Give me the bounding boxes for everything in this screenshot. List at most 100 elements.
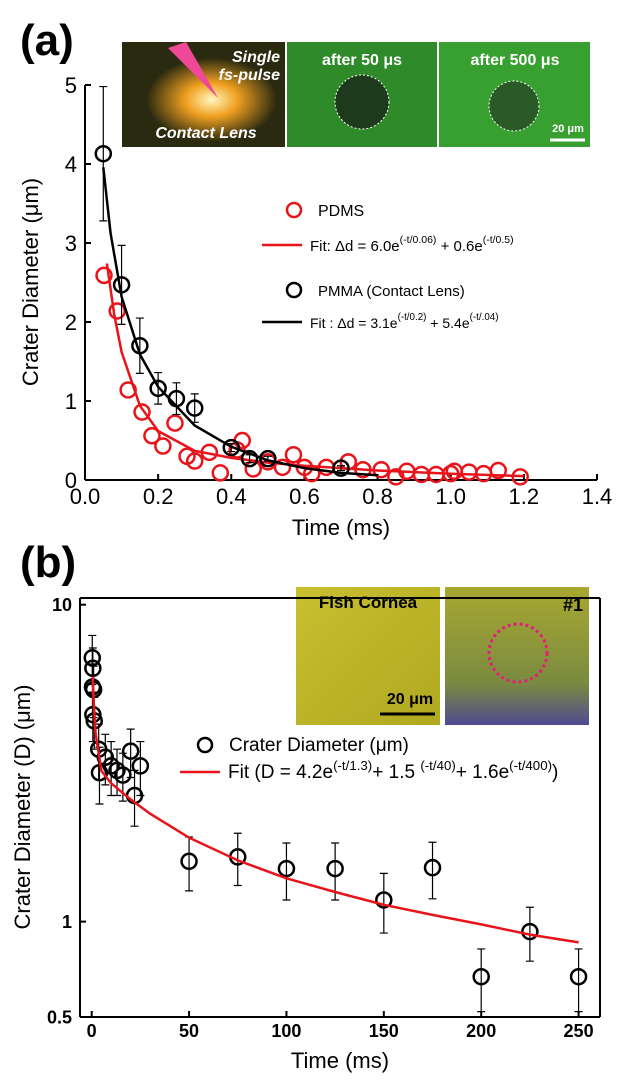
legend-label: Crater Diameter (μm) — [229, 735, 409, 756]
legend-text: + 1.6e — [456, 762, 509, 783]
legend-text: PDMS — [318, 203, 364, 220]
x-tick-label: 0.2 — [143, 484, 174, 509]
inset-label: Single — [232, 49, 280, 66]
data-point — [284, 445, 303, 464]
data-point — [166, 414, 184, 432]
data-point — [277, 859, 296, 878]
legend-text: Fit : Δd = 3.1e — [310, 315, 398, 331]
y-tick-label: 4 — [65, 152, 77, 177]
error-bar — [185, 836, 194, 892]
inset-images-b: Fish Cornea 20 μm #1 — [296, 587, 589, 725]
x-axis-title: Time (ms) — [291, 1048, 389, 1073]
data-point — [185, 452, 204, 470]
legend-text: + 0.6e — [436, 238, 482, 255]
x-tick-label: 0.4 — [216, 484, 247, 509]
legend-superscript: (-t/1.3) — [333, 758, 372, 773]
data-point — [94, 144, 113, 163]
x-tick-label: 250 — [564, 1021, 594, 1041]
data-point — [375, 891, 393, 909]
fit-line — [105, 263, 524, 478]
legend-text: + 1.5 — [372, 762, 420, 783]
error-bar — [135, 317, 144, 374]
legend-label: Fit: Δd = 6.0e(-t/0.06) + 0.6e(-t/0.5) — [310, 234, 514, 255]
x-tick-label: 100 — [271, 1021, 301, 1041]
data-point — [423, 858, 442, 877]
data-point — [273, 458, 292, 477]
legend-label: Fit (D = 4.2e(-t/1.3)+ 1.5 (-t/40)+ 1.6e… — [228, 758, 558, 783]
data-point — [472, 967, 490, 986]
error-bar — [428, 841, 437, 900]
error-bar — [99, 85, 108, 222]
error-bar — [172, 382, 181, 416]
error-bar — [337, 465, 345, 472]
data-point — [185, 399, 204, 417]
legend-text: Crater Diameter (μm) — [229, 735, 409, 756]
data-point — [332, 459, 350, 477]
inset-label: after 50 μs — [322, 52, 402, 69]
y-axis-title: Crater Diameter (μm) — [18, 178, 43, 386]
legend-marker — [285, 281, 303, 299]
panel-label: (a) — [20, 16, 74, 65]
fit-line — [102, 167, 378, 477]
data-point — [489, 461, 508, 480]
error-bar — [130, 769, 139, 827]
data-point — [143, 427, 161, 445]
data-point — [244, 460, 262, 478]
chart-panel: (a) Crater Diameter (μm) Time (ms) 0.0 0.2 0.… — [18, 16, 612, 540]
image-fish-cornea — [296, 587, 440, 725]
crater-circle — [487, 622, 549, 684]
x-tick-label: 1.4 — [582, 484, 613, 509]
legend-text: Fit: Δd = 6.0e — [310, 238, 400, 255]
y-tick-label: 2 — [65, 310, 77, 335]
x-tick-label: 0.6 — [289, 484, 320, 509]
legend-superscript: (-t/0.2) — [398, 312, 427, 323]
fit-line — [91, 676, 579, 944]
legend-superscript: (-t/.04) — [470, 312, 499, 323]
y-tick-label: 1 — [62, 912, 72, 932]
x-tick-label: 50 — [179, 1021, 199, 1041]
data-point — [211, 464, 230, 482]
data-point — [460, 463, 478, 481]
inset-label: 20 μm — [387, 691, 433, 708]
y-tick-label: 5 — [65, 73, 77, 98]
x-tick-label: 1.0 — [435, 484, 466, 509]
panel-label: (b) — [20, 538, 76, 587]
legend-superscript: (-t/400) — [509, 758, 552, 773]
chart-panel: (b) Crater Diameter (D) (μm) Time (ms) 0 50 1… — [10, 538, 601, 1073]
image-cornea-1 — [445, 587, 589, 725]
crater-circle — [488, 80, 540, 132]
x-tick-label: 200 — [466, 1021, 496, 1041]
x-tick-label: 0.0 — [70, 484, 101, 509]
y-tick-label: 1 — [65, 389, 77, 414]
inset-label: Contact Lens — [155, 125, 256, 142]
laser-cone — [168, 42, 218, 98]
data-point — [521, 922, 539, 941]
data-point — [121, 742, 140, 760]
inset-label: #1 — [563, 595, 583, 615]
y-tick-label: 0 — [65, 468, 77, 493]
error-bar — [331, 842, 340, 901]
legend-label: Fit : Δd = 3.1e(-t/0.2) + 5.4e(-t/.04) — [310, 312, 498, 331]
inset-images-a: Single fs-pulse Contact Lens after 50 μs… — [122, 42, 590, 147]
data-point — [222, 438, 241, 457]
legend-text: + 5.4e — [426, 315, 469, 331]
y-tick-label: 10 — [52, 595, 72, 615]
data-point — [240, 449, 259, 468]
x-tick-label: 0 — [87, 1021, 97, 1041]
x-axis-title: Time (ms) — [292, 515, 390, 540]
error-bar — [136, 740, 145, 797]
error-bar — [477, 948, 486, 1013]
data-point — [95, 266, 113, 285]
inset-label: after 500 μs — [471, 52, 560, 69]
inset-label: Fish Cornea — [319, 593, 418, 612]
data-point — [180, 852, 198, 871]
data-point — [108, 302, 126, 320]
crater-circle — [334, 74, 390, 130]
data-point — [149, 379, 167, 398]
error-bar — [379, 872, 388, 934]
data-point — [133, 403, 151, 421]
legend-text: Fit (D = 4.2e — [228, 762, 333, 783]
legend-text: PMMA (Contact Lens) — [318, 283, 465, 300]
data-point — [131, 757, 150, 775]
